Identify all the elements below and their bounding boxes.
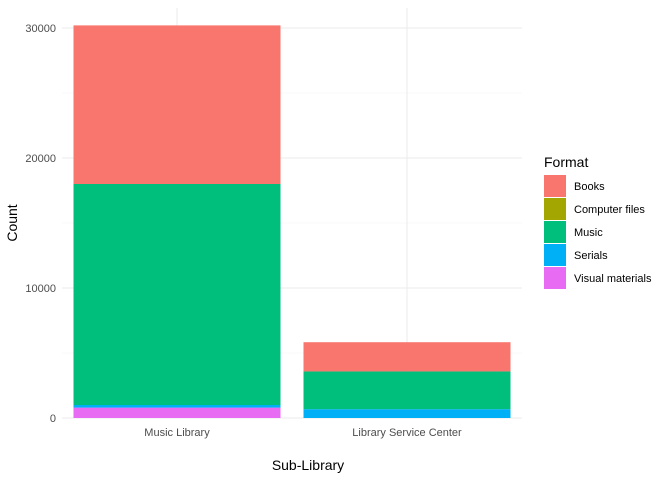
legend-key-visual-materials — [544, 267, 566, 289]
legend-label: Serials — [574, 250, 608, 262]
bars — [73, 25, 511, 418]
bar-segment-books — [303, 342, 511, 372]
y-axis-title: Count — [4, 204, 20, 241]
legend-key-books — [544, 175, 566, 197]
bar-segment-serials — [73, 405, 281, 408]
y-tick-label: 30000 — [25, 23, 56, 35]
x-axis-title: Sub-Library — [272, 457, 344, 473]
legend-key-computer-files — [544, 198, 566, 220]
legend-label: Music — [574, 227, 603, 239]
y-tick-label: 20000 — [25, 153, 56, 165]
legend-key-serials — [544, 244, 566, 266]
bar-segment-music — [303, 371, 511, 410]
legend: Format Books Computer files Music Serials Vi… — [544, 154, 652, 289]
legend-key-music — [544, 221, 566, 243]
bar-segment-music — [73, 184, 281, 405]
y-axis-ticks: 0 10000 20000 30000 — [25, 23, 56, 425]
y-tick-label: 10000 — [25, 283, 56, 295]
x-axis-ticks: Music Library Library Service Center — [144, 427, 462, 439]
bar-segment-books — [73, 25, 281, 185]
bar-segment-serials — [303, 409, 511, 418]
x-tick-label: Library Service Center — [352, 427, 462, 439]
legend-label: Computer files — [574, 204, 645, 216]
legend-label: Books — [574, 181, 605, 193]
x-tick-label: Music Library — [144, 427, 210, 439]
bar-segment-visual-materials — [73, 407, 281, 418]
legend-label: Visual materials — [574, 273, 652, 285]
y-tick-label: 0 — [50, 413, 56, 425]
legend-title: Format — [544, 154, 588, 170]
